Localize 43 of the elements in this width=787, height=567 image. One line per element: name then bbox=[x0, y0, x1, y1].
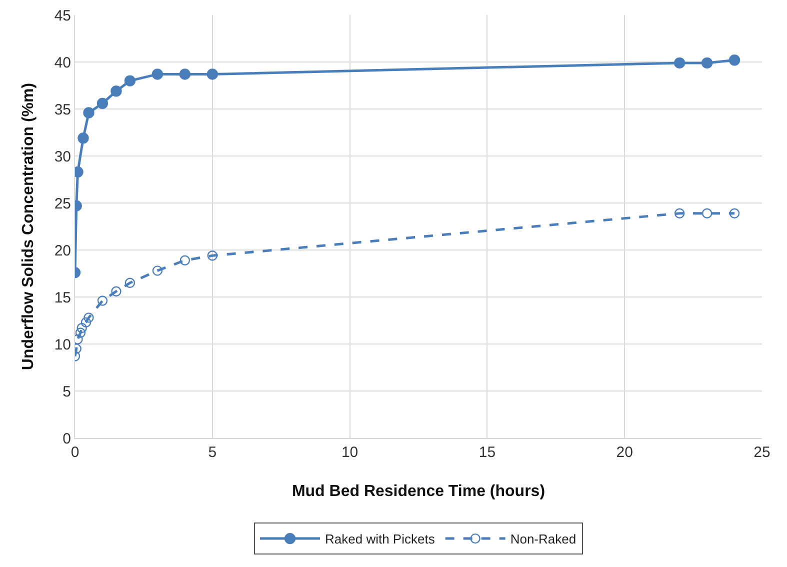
y-tick-label: 45 bbox=[54, 7, 71, 24]
point bbox=[83, 107, 94, 118]
point bbox=[702, 208, 712, 218]
point bbox=[701, 57, 713, 69]
y-axis-title: Underflow Solids Concentration (%m) bbox=[20, 82, 37, 370]
y-tick-label: 10 bbox=[54, 336, 71, 354]
y-tick-label: 35 bbox=[54, 101, 71, 118]
point bbox=[111, 286, 122, 296]
point bbox=[152, 68, 164, 80]
y-tick-label: 20 bbox=[54, 242, 71, 260]
legend-label: Raked with Pickets bbox=[325, 532, 436, 547]
point bbox=[75, 328, 86, 338]
x-tick-label: 10 bbox=[341, 444, 358, 461]
point bbox=[179, 68, 191, 80]
point bbox=[152, 266, 163, 276]
x-tick-label: 20 bbox=[616, 444, 633, 461]
point bbox=[96, 98, 108, 109]
y-tick-label: 0 bbox=[62, 430, 71, 448]
point bbox=[674, 57, 686, 69]
y-tick-label: 5 bbox=[62, 383, 71, 400]
x-tick-label: 5 bbox=[208, 444, 217, 461]
point bbox=[84, 312, 94, 323]
point bbox=[206, 68, 218, 80]
y-tick-label: 40 bbox=[54, 54, 71, 72]
point bbox=[97, 296, 108, 306]
point bbox=[180, 255, 190, 266]
x-tick-label: 25 bbox=[754, 444, 770, 461]
y-tick-label: 30 bbox=[54, 148, 71, 166]
point bbox=[729, 208, 740, 218]
point bbox=[78, 132, 89, 144]
point bbox=[80, 317, 92, 328]
point bbox=[728, 54, 740, 66]
point bbox=[110, 86, 122, 97]
y-tick-label: 25 bbox=[54, 195, 71, 212]
x-tick-label: 15 bbox=[478, 444, 496, 461]
legend-label: Non-Raked bbox=[510, 532, 576, 547]
y-tick-label: 15 bbox=[54, 289, 71, 306]
point bbox=[207, 250, 218, 261]
point bbox=[124, 278, 136, 288]
point bbox=[674, 208, 685, 218]
point bbox=[124, 75, 136, 86]
point bbox=[76, 322, 87, 334]
x-axis-title: Mud Bed Residence Time (hours) bbox=[292, 483, 546, 500]
